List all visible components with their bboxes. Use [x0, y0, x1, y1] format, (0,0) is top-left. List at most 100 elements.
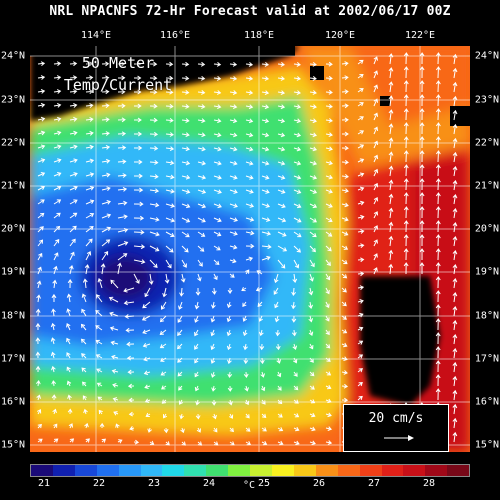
current-arrow [165, 75, 174, 81]
current-arrow [101, 438, 107, 443]
current-arrow [85, 130, 94, 136]
current-arrow [373, 56, 379, 65]
current-arrow [100, 263, 106, 275]
current-arrow [85, 251, 92, 261]
current-arrow [245, 441, 252, 446]
land-taiwan-tip [450, 106, 470, 126]
current-arrow [229, 203, 238, 208]
current-arrow [325, 412, 332, 418]
current-arrow [291, 329, 297, 337]
current-arrow [341, 397, 349, 403]
current-arrow [53, 438, 59, 443]
current-arrow [309, 132, 317, 138]
current-arrow [261, 175, 270, 180]
current-arrow [95, 339, 103, 345]
current-arrow [117, 89, 126, 95]
current-arrow [197, 75, 206, 81]
current-arrow [194, 357, 199, 364]
current-arrow [357, 354, 364, 359]
current-arrow [95, 309, 103, 317]
current-arrow [293, 440, 300, 446]
current-arrow [163, 427, 169, 434]
current-arrow [229, 244, 238, 250]
colorbar-swatch [337, 465, 360, 476]
current-arrow [325, 146, 333, 152]
current-arrow [197, 245, 205, 252]
current-arrow [85, 158, 95, 164]
current-arrow [117, 103, 126, 109]
current-arrow [452, 417, 458, 429]
current-arrow [85, 172, 95, 177]
current-arrow [178, 385, 183, 391]
current-arrow [128, 397, 135, 403]
current-arrow [35, 337, 41, 345]
current-arrow [123, 287, 135, 293]
current-arrow [403, 164, 409, 177]
current-arrow [388, 263, 394, 275]
current-arrow [117, 145, 127, 151]
current-arrow [51, 293, 57, 303]
current-arrow [419, 108, 425, 121]
current-arrow [357, 312, 364, 318]
current-arrow [53, 144, 62, 150]
current-arrow [373, 211, 379, 219]
current-arrow [261, 427, 267, 432]
current-arrow [452, 375, 458, 387]
layer-label: 50 Meter Temp/Current [42, 52, 194, 100]
current-arrow [261, 76, 270, 81]
current-arrow [277, 203, 286, 209]
current-arrow [309, 203, 318, 209]
current-arrow [388, 193, 394, 205]
current-arrow [111, 368, 119, 374]
current-arrow [277, 245, 288, 252]
current-arrow [226, 315, 232, 323]
colorbar-swatch [381, 465, 404, 476]
current-arrow [357, 285, 365, 290]
current-arrow [245, 427, 251, 432]
colorbar-tick-26: 26 [312, 478, 326, 489]
current-arrow [195, 287, 201, 296]
current-arrow [51, 308, 56, 317]
current-arrow [403, 178, 409, 191]
current-arrow [388, 249, 394, 261]
current-arrow [293, 385, 299, 391]
current-arrow [142, 343, 151, 348]
current-arrow [177, 315, 183, 323]
current-arrow [419, 66, 425, 79]
current-arrow [229, 189, 238, 194]
current-arrow [35, 380, 41, 387]
lon-label-122: 122°E [404, 30, 436, 41]
current-arrow [452, 250, 458, 261]
current-arrow [245, 62, 254, 67]
current-arrow [293, 118, 302, 124]
current-arrow [419, 150, 425, 163]
current-arrow [37, 172, 46, 177]
current-arrow [435, 66, 441, 79]
current-arrow [309, 273, 314, 282]
current-arrow [261, 413, 267, 419]
current-arrow [133, 201, 144, 207]
current-arrow [149, 245, 160, 252]
current-arrow [309, 118, 317, 124]
current-arrow [113, 411, 119, 416]
current-arrow [309, 385, 315, 390]
current-arrow [101, 103, 110, 109]
current-arrow [452, 222, 458, 233]
current-arrow [277, 146, 286, 152]
current-arrow [227, 357, 232, 365]
current-arrow [388, 123, 394, 135]
current-arrow [36, 394, 41, 401]
current-arrow [245, 203, 255, 208]
current-arrow [309, 245, 316, 253]
current-arrow [341, 75, 349, 81]
current-arrow [388, 81, 394, 93]
current-arrow [452, 333, 458, 345]
current-arrow [452, 403, 458, 415]
current-arrow [257, 301, 263, 307]
current-arrow [261, 90, 270, 95]
current-arrow [50, 337, 56, 345]
current-arrow [212, 413, 217, 420]
current-arrow [128, 411, 135, 417]
current-arrow [69, 144, 78, 150]
current-arrow [293, 90, 301, 95]
